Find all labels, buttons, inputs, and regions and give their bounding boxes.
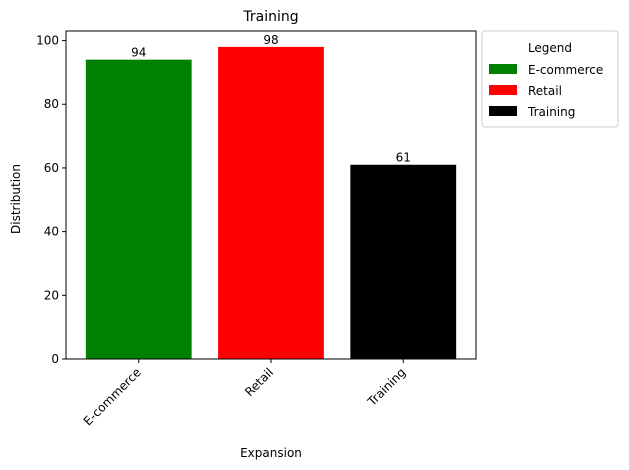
legend: Legend E-commerce Retail Training	[481, 30, 619, 128]
legend-swatch-training	[489, 106, 517, 116]
legend-title: Legend	[528, 41, 572, 55]
x-tick-label-retail: Retail	[242, 365, 276, 399]
y-tick-label-60: 60	[44, 161, 59, 175]
bar-training	[350, 164, 457, 359]
bar-retail	[218, 46, 324, 359]
plot-frame	[65, 30, 477, 360]
legend-swatch-e-commerce	[489, 64, 517, 74]
y-tick-label-20: 20	[44, 288, 59, 302]
y-tick-label-0: 0	[51, 352, 59, 366]
legend-entry-retail: Retail	[528, 84, 562, 98]
y-axis-label: Distribution	[9, 164, 23, 234]
legend-entry-training: Training	[527, 105, 575, 119]
legend-box	[481, 30, 619, 128]
data-label-e-commerce: 94	[131, 46, 146, 60]
x-axis-label: Expansion	[240, 446, 302, 460]
data-label-retail: 98	[263, 33, 278, 47]
chart-title: Training	[242, 9, 298, 25]
data-label-training: 61	[396, 151, 411, 165]
legend-swatch-retail	[489, 85, 517, 95]
bar-e-commerce	[85, 59, 192, 360]
y-tick-label-80: 80	[44, 97, 59, 111]
x-tick-label-training: Training	[364, 365, 408, 409]
plot-area: 94 E-commerce 98 Retail 61 Training 0 20 40 60 80 1…	[36, 30, 477, 428]
legend-entry-e-commerce: E-commerce	[528, 63, 603, 77]
y-tick-label-100: 100	[36, 34, 59, 48]
y-tick-label-40: 40	[44, 225, 59, 239]
x-tick-label-e-commerce: E-commerce	[81, 365, 144, 428]
